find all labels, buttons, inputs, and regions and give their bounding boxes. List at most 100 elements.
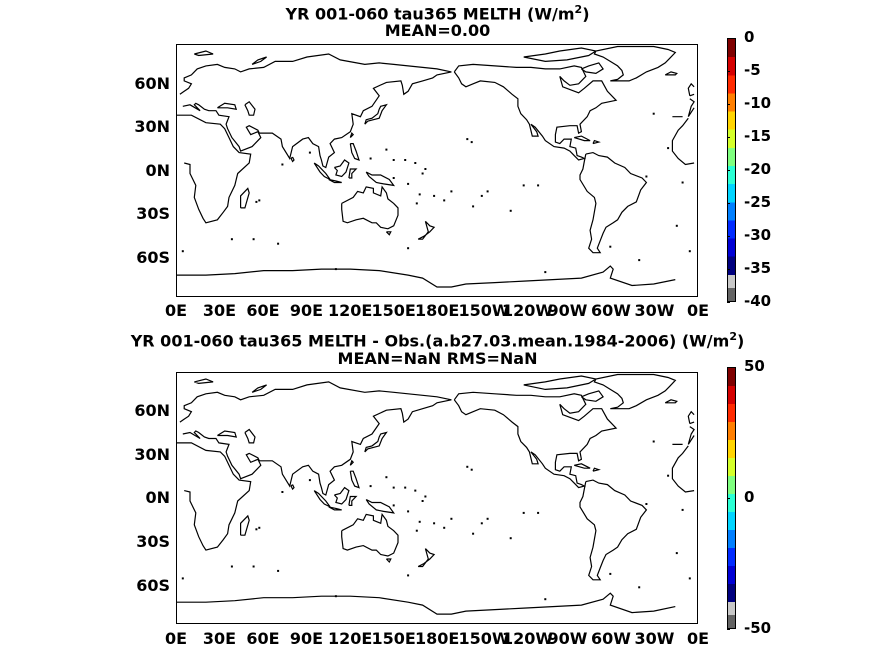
island-mark [230,565,233,568]
coastline-segment [290,484,295,491]
coastline-segment [177,592,676,615]
island-mark [544,271,547,274]
colorbar-tick-label: -30 [744,226,772,244]
lon-tick-label: 120W [502,629,554,648]
colorbar-tick [727,203,730,204]
coastline-segment [177,442,695,551]
coastline-segment [364,103,388,125]
colorbar-tick [727,367,730,368]
island-mark [334,595,337,598]
coastline-segment [592,139,601,145]
coastline-segment [341,512,399,557]
island-mark [480,522,483,525]
island-mark [407,574,410,577]
coastline-segment [453,63,618,161]
island-mark [480,194,483,197]
coastline-segment [313,162,331,181]
island-mark [470,468,473,471]
colorbar-tick-label: -20 [744,160,772,178]
coastline-segment [593,373,677,410]
island-mark [509,209,512,212]
colorbar-tick [727,71,730,72]
island-mark [667,147,670,150]
colorbar-tick-label: 0 [744,488,755,506]
coastline-segment [365,171,396,187]
coastline-segment [290,156,295,163]
coastline-segment [417,548,436,568]
island-mark [385,476,388,479]
lat-tick-label: 30S [136,532,170,551]
lat-tick-label: 30N [134,445,170,464]
island-mark [334,268,337,271]
coastline-segment [349,459,355,466]
lon-tick-label: 90E [289,629,324,648]
island-mark [308,479,311,482]
island-mark [308,151,311,154]
lon-tick-label: 90W [547,629,588,648]
colorbar-tick-label: 0 [744,28,755,46]
island-mark [433,194,436,197]
island-mark [415,202,418,205]
colorbar-tick [727,302,730,303]
colorbar-tick-label: -40 [744,292,772,310]
island-mark [258,526,261,529]
island-mark [470,141,473,144]
coastline-segment [349,470,360,489]
island-mark [385,148,388,151]
coastline-map [177,45,695,288]
top-panel-title: YR 001-060 tau365 MELTH (W/m2) [285,3,590,24]
island-mark [392,504,395,507]
colorbar-tick-label: -5 [744,61,761,79]
lon-tick-label: 150E [371,301,416,320]
island-mark [392,159,395,161]
island-mark [486,517,489,520]
coastline-segment [574,463,591,469]
coastline-segment [453,391,618,489]
coastline-segment [217,102,238,110]
colorbar-tick [727,269,730,270]
coastline-segment [385,558,392,564]
lon-tick-label: 150E [371,629,416,648]
island-mark [645,503,648,505]
island-mark [404,486,407,489]
lat-tick-label: 60S [136,576,170,595]
island-mark [281,491,284,493]
coastline-segment [328,506,342,511]
colorbar-tick-label: 50 [744,357,765,375]
coastline-segment [593,45,677,82]
coastline-segment [194,378,214,385]
coastline-segment [244,428,256,444]
coastline-segment [385,231,392,236]
lon-tick-label: 90W [547,301,588,320]
lon-tick-label: 30W [634,301,675,320]
island-mark [277,569,280,572]
island-mark [392,177,395,179]
lon-tick-label: 180E [415,301,460,320]
lat-tick-label: 0N [145,488,170,507]
coastline-segment [341,185,399,230]
colorbar-tick [727,629,730,630]
island-mark [277,242,280,245]
island-mark [252,238,255,241]
colorbar-tick [727,104,730,105]
lat-tick-label: 30S [136,204,170,223]
island-mark [443,199,446,202]
island-mark [466,138,469,141]
island-mark [181,577,184,580]
island-mark [407,510,410,513]
coastline-segment [217,430,238,438]
island-mark [369,485,372,488]
island-mark [638,586,641,589]
coastline-segment [581,62,604,75]
island-mark [472,205,475,208]
coastline-segment [333,486,350,505]
coastline-segment [579,479,648,581]
coastline-segment [328,178,342,184]
coastline-segment [579,151,648,254]
coastline-segment [240,187,250,209]
lon-tick-label: 0E [686,629,710,648]
island-mark [688,250,691,253]
island-mark [450,517,453,520]
coastline-segment [313,490,331,508]
colorbar-tick [727,236,730,237]
